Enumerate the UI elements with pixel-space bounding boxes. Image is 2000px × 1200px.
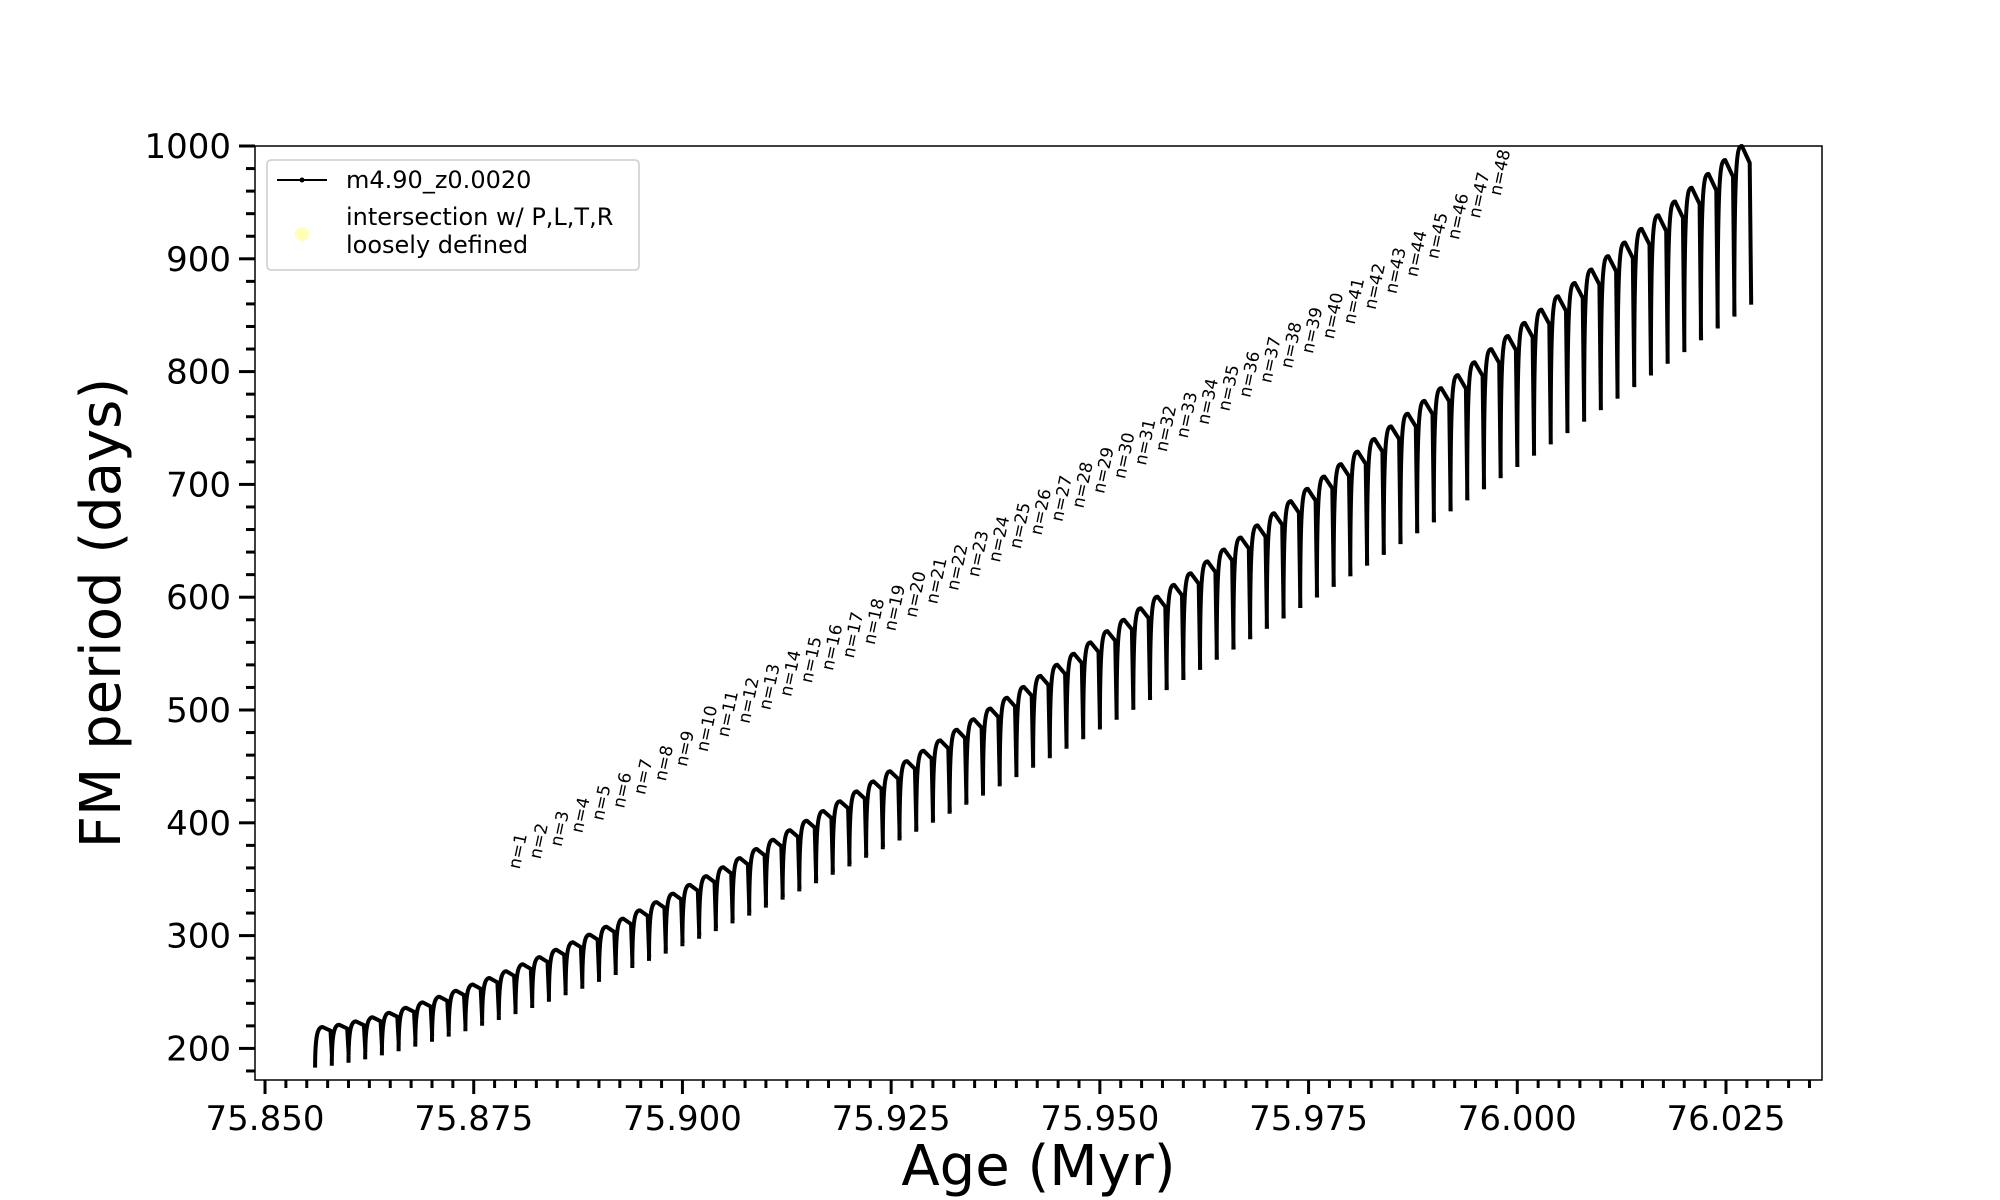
legend: m4.90_z0.0020 intersection w/ P,L,T,R lo… [266,159,640,271]
x-axis-title: Age (Myr) [901,1134,1175,1199]
x-tick-label: 75.950 [1040,1099,1159,1139]
x-axis: 75.850 75.875 75.900 75.925 75.950 75.975 76.0… [206,1080,1811,1139]
y-tick-label: 700 [166,465,231,505]
y-tick-label: 500 [166,691,231,731]
legend-box [266,159,640,271]
y-axis: 200 300 400 500 600 700 800 900 1000 [144,127,255,1073]
y-tick-label: 600 [166,578,231,618]
x-tick-label: 75.925 [832,1099,951,1139]
x-tick-label: 76.000 [1458,1099,1577,1139]
y-tick-label: 800 [166,353,231,393]
x-tick-label: 76.025 [1667,1099,1786,1139]
y-axis-title: FM period (days) [69,378,134,848]
legend-series-marker [299,177,305,183]
series-layer [313,144,1754,1068]
y-tick-label: 400 [166,804,231,844]
y-tick-label: 300 [166,917,231,957]
x-tick-label: 75.900 [623,1099,742,1139]
x-tick-label: 75.850 [206,1099,325,1139]
series-line [313,144,1754,1068]
y-tick-label: 200 [166,1029,231,1069]
legend-intersection-marker [295,227,309,241]
legend-intersection-label-line2: loosely defined [346,231,528,259]
legend-series-label: m4.90_z0.0020 [346,166,531,194]
x-tick-label: 75.975 [1249,1099,1368,1139]
y-tick-label: 900 [166,240,231,280]
legend-intersection-label-line1: intersection w/ P,L,T,R [346,203,613,231]
y-tick-label: 1000 [144,127,231,167]
x-tick-label: 75.875 [414,1099,533,1139]
